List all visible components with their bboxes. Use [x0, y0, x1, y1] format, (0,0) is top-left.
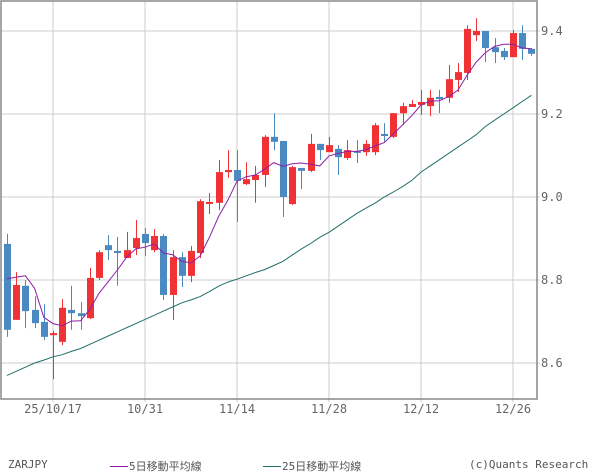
plot-frame	[0, 0, 538, 400]
candle-up	[409, 104, 416, 107]
credit: (c)Quants Research	[469, 458, 588, 471]
candle-down	[271, 136, 278, 142]
y-tick-label: 9.0	[541, 190, 563, 204]
candle-up	[344, 150, 351, 158]
x-tick-label: 25/10/17	[24, 402, 82, 416]
candle-up	[400, 106, 407, 114]
candle-down	[298, 167, 305, 171]
candle-down	[68, 309, 75, 314]
candle-down	[501, 50, 508, 58]
ma5-label: 5日移動平均線	[129, 460, 202, 473]
ma5-swatch-icon	[110, 465, 128, 467]
candle-down	[142, 233, 149, 244]
credit-label: (c)Quants Research	[469, 458, 589, 471]
candle-up	[308, 143, 315, 171]
candle-up	[289, 167, 296, 205]
candle-down	[32, 309, 39, 324]
candle-up	[418, 101, 425, 105]
candle-down	[317, 143, 324, 151]
candle-up	[455, 72, 462, 80]
candle-up	[170, 257, 177, 295]
candle-down	[354, 150, 361, 153]
candle-up	[151, 236, 158, 251]
candle-up	[446, 79, 453, 98]
candle-down	[280, 140, 287, 197]
candle-up	[188, 250, 195, 276]
legend-ma25: 25日移動平均線	[263, 458, 361, 474]
candle-up	[372, 125, 379, 153]
candle-up	[133, 238, 140, 249]
candle-down	[234, 170, 241, 181]
candle-up	[96, 252, 103, 278]
candle-up	[390, 113, 397, 137]
candle-up	[326, 145, 333, 153]
candle-down	[41, 321, 48, 337]
x-tick-label: 10/31	[126, 402, 164, 416]
legend-symbol: ZARJPY	[8, 458, 48, 471]
candle-up	[225, 170, 232, 173]
ma25-swatch-icon	[263, 465, 281, 467]
candle-up	[363, 143, 370, 153]
ma5-line	[6, 43, 532, 327]
candle-down	[381, 133, 388, 136]
x-tick-label: 11/28	[310, 402, 348, 416]
candle-up	[427, 97, 434, 107]
legend-ma5: 5日移動平均線	[110, 458, 202, 474]
candle-up	[216, 172, 223, 203]
y-tick-label: 8.6	[541, 356, 563, 370]
candle-down	[4, 243, 11, 330]
ma25-line	[6, 94, 532, 376]
candle-down	[482, 31, 489, 49]
candle-up	[206, 201, 213, 204]
candle-up	[252, 175, 259, 180]
candle-down	[22, 285, 29, 312]
symbol-label: ZARJPY	[8, 458, 48, 471]
x-tick-label: 12/12	[402, 402, 440, 416]
candle-up	[262, 136, 269, 176]
y-tick-label: 9.2	[541, 107, 563, 121]
candle-up	[59, 307, 66, 342]
candle-up	[197, 201, 204, 254]
candle-up	[243, 179, 250, 185]
candle-down	[492, 47, 499, 53]
y-tick-label: 9.4	[541, 24, 563, 38]
candle-down	[179, 257, 186, 276]
x-tick-label: 11/14	[218, 402, 256, 416]
candle-up	[50, 333, 57, 336]
x-tick-label: 12/26	[494, 402, 532, 416]
ma25-label: 25日移動平均線	[282, 460, 362, 473]
candle-up	[510, 33, 517, 58]
candle-down	[78, 313, 85, 317]
candle-up	[124, 250, 131, 259]
candle-up	[473, 31, 480, 36]
candle-up	[13, 284, 20, 320]
candle-down	[114, 250, 121, 254]
candle-up	[87, 277, 94, 319]
candle-down	[528, 48, 535, 54]
candle-down	[105, 245, 112, 251]
y-tick-label: 8.8	[541, 273, 563, 287]
candle-up	[464, 28, 471, 73]
candle-down	[160, 236, 167, 295]
candle-down	[519, 33, 526, 49]
candle-down	[436, 96, 443, 100]
